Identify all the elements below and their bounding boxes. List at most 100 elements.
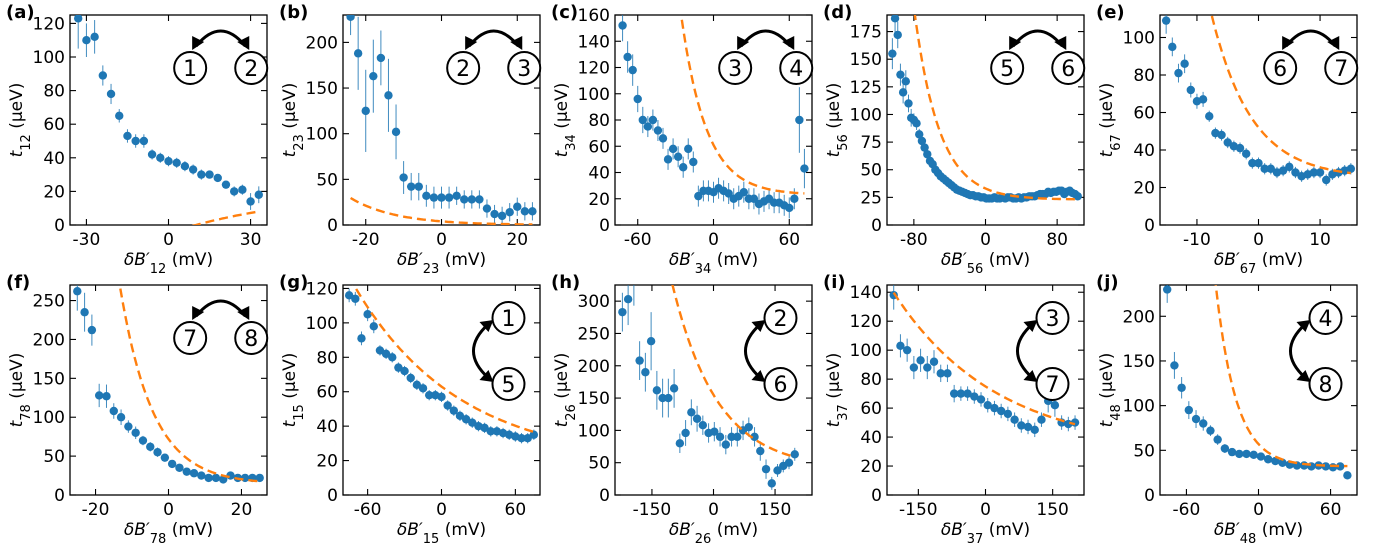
- data-point: [139, 136, 149, 146]
- panel-a: (a) -30 0 30 0 20 40 60 80 100 120 δB′12 (mV) t12 (μ…: [6, 2, 269, 277]
- data-point: [1249, 450, 1258, 459]
- x-tick-label: -60: [354, 500, 382, 520]
- data-point: [658, 134, 668, 143]
- y-tick-label: 0: [871, 216, 882, 236]
- panel-h: (h) -150 0 150 0 50 100 150 200 250 300 δB′26 (mV) t…: [551, 272, 813, 544]
- data-point: [182, 467, 191, 476]
- node-circle: [1324, 51, 1359, 85]
- data-point: [1263, 455, 1273, 464]
- data-point: [970, 392, 979, 401]
- data-point: [344, 291, 354, 300]
- data-point: [172, 158, 181, 168]
- data-point: [784, 458, 794, 467]
- fit-curve: [892, 291, 1076, 426]
- data-point: [124, 422, 133, 431]
- data-point: [909, 363, 919, 372]
- x-tick-label: 0: [980, 230, 991, 250]
- arrowhead-icon: [479, 320, 494, 332]
- data-point: [357, 334, 366, 343]
- y-tick-label: 20: [860, 457, 882, 477]
- y-tick-label: 20: [1133, 179, 1155, 199]
- data-point: [996, 406, 1006, 416]
- data-point: [727, 432, 736, 442]
- data-point: [1260, 164, 1269, 173]
- data-point: [188, 165, 198, 174]
- data-point: [678, 163, 688, 172]
- fit-curve: [352, 285, 535, 434]
- data-point: [468, 418, 477, 427]
- double-arrow-icon: [1285, 29, 1337, 47]
- plot-area: [1161, 15, 1356, 186]
- data-point: [983, 401, 992, 410]
- data-point: [664, 393, 673, 403]
- data-point: [618, 307, 627, 317]
- y-tick-label: 200: [1123, 307, 1155, 327]
- data-point: [205, 170, 214, 179]
- data-point: [384, 91, 393, 100]
- data-point: [635, 356, 644, 365]
- y-tick-label: 150: [306, 79, 338, 99]
- data-point: [936, 369, 945, 378]
- data-point: [652, 386, 662, 395]
- data-point: [1242, 449, 1251, 459]
- y-tick-label: 40: [860, 428, 882, 448]
- x-axis-label: δB′67 (mV): [1214, 250, 1303, 277]
- coupling-inset: 15: [472, 301, 526, 401]
- y-tick-label: 150: [33, 369, 65, 389]
- data-point: [681, 428, 690, 438]
- data-point: [254, 190, 263, 199]
- data-point: [673, 152, 683, 161]
- data-point: [675, 439, 685, 448]
- data-point: [455, 411, 465, 421]
- x-tick-label: 0: [1253, 500, 1264, 520]
- data-point: [1213, 435, 1222, 444]
- x-tick-label: 60: [505, 500, 527, 520]
- x-tick-label: 20: [231, 500, 253, 520]
- data-point: [767, 479, 776, 488]
- y-tick-label: 100: [33, 408, 65, 428]
- data-point: [1010, 415, 1019, 424]
- data-point: [80, 308, 89, 317]
- node-label: 1: [183, 57, 197, 82]
- panel-letter: (f): [6, 272, 30, 293]
- y-tick-label: 0: [54, 486, 65, 506]
- data-point: [1256, 452, 1266, 461]
- data-point: [638, 115, 647, 125]
- data-point: [229, 187, 239, 196]
- data-point: [523, 433, 532, 443]
- data-point: [175, 463, 184, 472]
- plot-area: [344, 285, 539, 444]
- x-axis-label: δB′34 (mV): [669, 250, 758, 277]
- arrowhead-icon: [192, 36, 205, 50]
- data-point: [1170, 361, 1179, 370]
- data-point: [1285, 162, 1294, 172]
- data-point: [1205, 112, 1214, 121]
- data-point: [1206, 426, 1215, 435]
- x-tick-label: 150: [1036, 500, 1068, 520]
- data-point: [400, 366, 409, 376]
- data-point: [363, 310, 372, 319]
- arrowhead-icon: [237, 36, 250, 50]
- node-label: 7: [183, 327, 197, 352]
- data-point: [901, 77, 911, 86]
- data-point: [138, 436, 148, 445]
- data-point: [724, 189, 733, 198]
- x-tick-label: 0: [1253, 230, 1264, 250]
- data-point: [109, 406, 118, 416]
- data-point: [1199, 419, 1208, 428]
- arrowhead-icon: [737, 36, 750, 50]
- data-point: [1003, 409, 1013, 419]
- plot-area: [618, 15, 809, 219]
- data-point: [467, 195, 477, 204]
- y-tick-label: 150: [578, 389, 610, 409]
- data-point: [394, 363, 403, 372]
- data-point: [406, 182, 416, 191]
- fit-curve: [913, 15, 1078, 201]
- node-label: 4: [789, 57, 803, 82]
- node-circle: [1308, 367, 1343, 401]
- data-point: [1163, 285, 1172, 294]
